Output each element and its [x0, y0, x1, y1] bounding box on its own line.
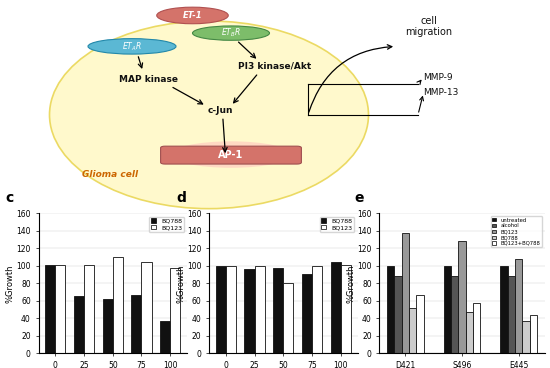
Y-axis label: %Growth: %Growth — [177, 264, 185, 302]
Text: d: d — [177, 191, 186, 205]
Text: ET-1: ET-1 — [183, 11, 202, 20]
Bar — [283, 283, 293, 353]
Bar — [84, 265, 94, 353]
Bar — [387, 266, 394, 353]
Text: cell
migration: cell migration — [405, 16, 453, 37]
Bar — [473, 302, 480, 353]
Text: c: c — [6, 191, 14, 205]
Bar — [141, 262, 152, 353]
Ellipse shape — [88, 39, 176, 54]
Text: $ET_BR$: $ET_BR$ — [221, 27, 241, 39]
Bar — [226, 266, 236, 353]
Y-axis label: %Growth: %Growth — [6, 264, 15, 302]
Bar — [458, 241, 466, 353]
Bar — [444, 266, 451, 353]
Ellipse shape — [157, 7, 228, 24]
FancyBboxPatch shape — [161, 146, 301, 164]
Text: c-Jun: c-Jun — [207, 106, 233, 115]
Bar — [402, 233, 409, 353]
Bar — [394, 276, 402, 353]
Bar — [340, 265, 351, 353]
Bar — [103, 299, 113, 353]
Bar — [522, 321, 530, 353]
Bar — [216, 266, 226, 353]
Bar — [500, 266, 508, 353]
Text: MAP kinase: MAP kinase — [119, 75, 178, 84]
Bar — [131, 295, 141, 353]
Bar — [170, 268, 180, 353]
Bar — [331, 262, 340, 353]
Bar — [45, 265, 56, 353]
Text: AP-1: AP-1 — [218, 150, 244, 160]
Y-axis label: %Growth: %Growth — [347, 264, 356, 302]
Text: PI3 kinase/Akt: PI3 kinase/Akt — [238, 62, 312, 71]
Text: MMP-9: MMP-9 — [424, 73, 453, 82]
Bar — [255, 266, 265, 353]
Bar — [466, 312, 473, 353]
Bar — [244, 269, 255, 353]
Bar — [416, 295, 424, 353]
Ellipse shape — [170, 141, 292, 168]
Bar — [56, 265, 65, 353]
Bar — [273, 268, 283, 353]
Bar — [160, 321, 170, 353]
Bar — [113, 257, 123, 353]
Bar — [74, 297, 84, 353]
Legend: untreated, alcohol, BQ123, BQ788, BQ123+BQ788: untreated, alcohol, BQ123, BQ788, BQ123+… — [491, 216, 542, 247]
Ellipse shape — [50, 21, 369, 209]
Legend: BQ788, BQ123: BQ788, BQ123 — [320, 216, 354, 232]
Bar — [515, 259, 522, 353]
Text: $ET_AR$: $ET_AR$ — [122, 40, 142, 53]
Bar — [451, 276, 458, 353]
Text: Glioma cell: Glioma cell — [82, 170, 139, 178]
Bar — [508, 276, 515, 353]
Bar — [312, 266, 322, 353]
Bar — [302, 274, 312, 353]
Bar — [530, 315, 537, 353]
Text: e: e — [355, 191, 364, 205]
Bar — [409, 308, 416, 353]
Ellipse shape — [192, 26, 270, 40]
Text: MMP-13: MMP-13 — [424, 88, 459, 97]
Legend: BQ788, BQ123: BQ788, BQ123 — [149, 216, 184, 232]
